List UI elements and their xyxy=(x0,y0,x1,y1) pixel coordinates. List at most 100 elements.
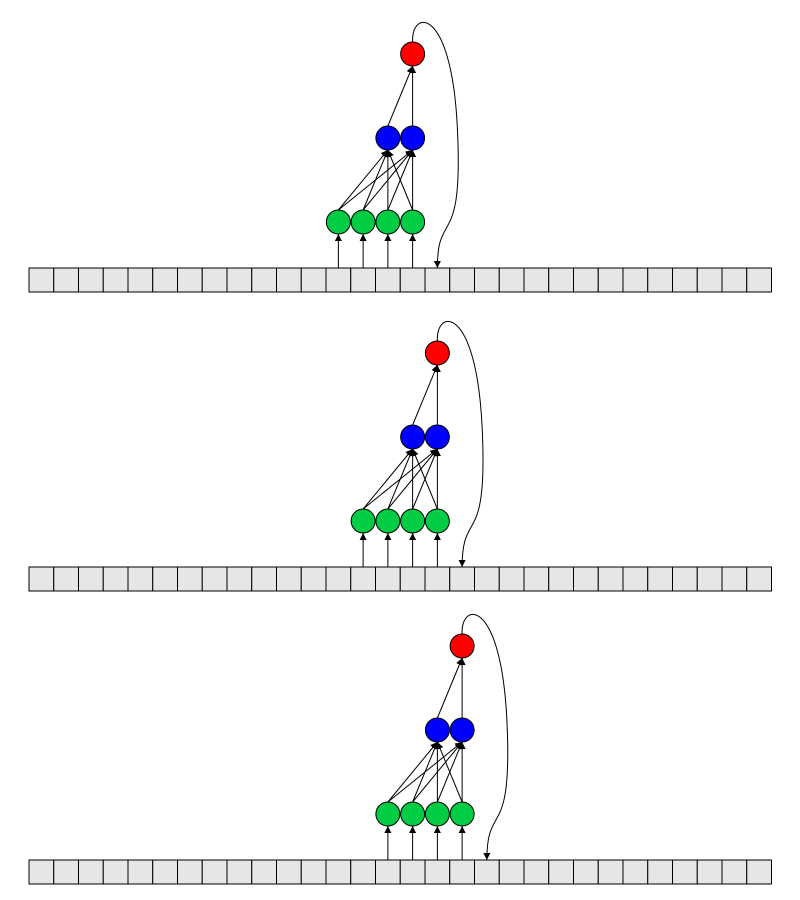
tape xyxy=(28,267,772,293)
input-node xyxy=(449,801,475,827)
tape-cell xyxy=(201,267,228,293)
tape-cell xyxy=(152,859,178,885)
tape-cell xyxy=(622,267,649,293)
tape-cell xyxy=(597,566,624,592)
tape-cell xyxy=(647,566,673,592)
tape-cell xyxy=(152,566,178,592)
tape-cell xyxy=(201,859,228,885)
tape-cell xyxy=(375,267,401,293)
output-connection xyxy=(412,364,438,426)
tape-cell xyxy=(399,267,426,293)
tape-cell xyxy=(721,267,748,293)
tape-cell xyxy=(177,267,203,293)
input-node xyxy=(350,209,376,235)
tape-cell xyxy=(424,566,451,592)
tape-cell xyxy=(449,566,475,592)
hidden-connection xyxy=(387,741,438,803)
panel-2 xyxy=(28,321,772,592)
panel-1 xyxy=(28,22,772,293)
feedback-arrow xyxy=(412,22,459,269)
tape-cell xyxy=(78,859,104,885)
output-node xyxy=(400,41,426,67)
input-node xyxy=(400,801,426,827)
input-node xyxy=(400,209,426,235)
hidden-connection xyxy=(436,741,463,803)
tape-cell xyxy=(474,267,500,293)
tape-cell xyxy=(53,267,79,293)
tape-cell xyxy=(350,267,376,293)
tape-cell xyxy=(523,267,550,293)
tape-cell xyxy=(28,859,55,885)
tape-cell xyxy=(226,859,253,885)
tape-cell xyxy=(399,859,426,885)
hidden-node xyxy=(400,125,426,151)
tape xyxy=(28,566,772,592)
input-node xyxy=(375,801,401,827)
tape-cell xyxy=(53,859,79,885)
tape-cell xyxy=(672,859,698,885)
tape-cell xyxy=(78,267,104,293)
hidden-connection xyxy=(387,448,414,510)
tape-cell xyxy=(251,566,277,592)
tape-cell xyxy=(102,267,129,293)
tape-cell xyxy=(350,566,376,592)
tape-cell xyxy=(498,859,525,885)
tape-cell xyxy=(424,859,451,885)
panels-layer xyxy=(28,22,772,885)
tape-cell xyxy=(548,859,574,885)
tape-cell xyxy=(597,267,624,293)
tape-cell xyxy=(672,566,698,592)
tape-cell xyxy=(573,859,599,885)
tape-cell xyxy=(449,267,475,293)
tape-cell xyxy=(399,566,426,592)
tape-cell xyxy=(474,566,500,592)
tape-cell xyxy=(251,267,277,293)
tape-cell xyxy=(53,566,79,592)
hidden-node xyxy=(400,424,426,450)
tape-cell xyxy=(474,859,500,885)
input-node xyxy=(375,209,401,235)
input-node xyxy=(424,801,450,827)
input-node xyxy=(400,508,426,534)
hidden-node xyxy=(424,717,450,743)
output-node xyxy=(424,340,450,366)
tape-cell xyxy=(647,267,673,293)
tape-cell xyxy=(622,566,649,592)
tape-cell xyxy=(177,566,203,592)
input-node xyxy=(375,508,401,534)
tape-cell xyxy=(696,267,723,293)
tape-cell xyxy=(548,566,574,592)
tape-cell xyxy=(672,267,698,293)
hidden-connection xyxy=(412,448,438,510)
tape-cell xyxy=(375,566,401,592)
tape-cell xyxy=(276,566,302,592)
hidden-connection xyxy=(412,741,438,803)
hidden-connection xyxy=(362,149,389,211)
tape-cell xyxy=(573,566,599,592)
tape-cell xyxy=(28,566,55,592)
panel-3 xyxy=(28,614,772,885)
tape-cell xyxy=(498,267,525,293)
tape-cell xyxy=(696,859,723,885)
tape-cell xyxy=(696,566,723,592)
tape-cell xyxy=(276,267,302,293)
tape-cell xyxy=(523,859,550,885)
tape-cell xyxy=(152,267,178,293)
tape-cell xyxy=(721,566,748,592)
tape-cell xyxy=(523,566,550,592)
tape-cell xyxy=(548,267,574,293)
tape-cell xyxy=(498,566,525,592)
tape-cell xyxy=(102,566,129,592)
output-node xyxy=(449,633,475,659)
tape-cell xyxy=(325,566,352,592)
output-connection xyxy=(436,657,463,719)
tape-cell xyxy=(746,267,772,293)
tape-cell xyxy=(102,859,129,885)
tape-cell xyxy=(325,859,352,885)
tape-cell xyxy=(350,859,376,885)
tape-cell xyxy=(300,566,327,592)
tape-cell xyxy=(746,859,772,885)
hidden-node xyxy=(449,717,475,743)
input-node xyxy=(325,209,351,235)
